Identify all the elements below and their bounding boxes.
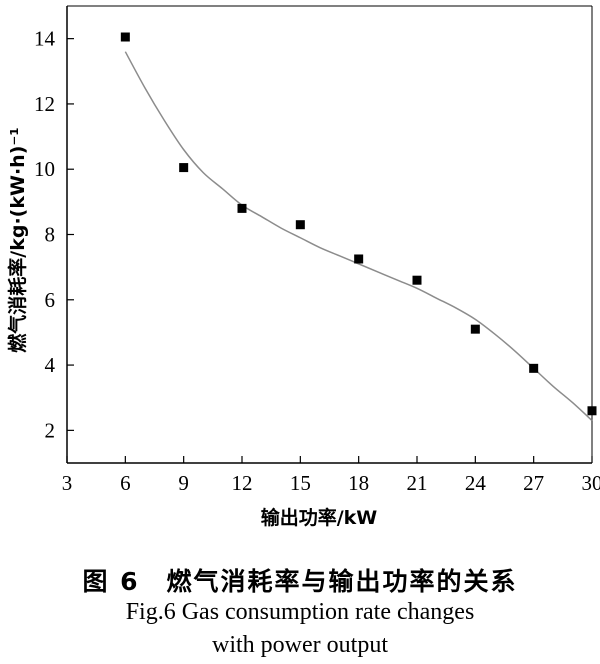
data-point	[237, 203, 247, 213]
figure-caption-english: Fig.6 Gas consumption rate changes with …	[60, 596, 540, 662]
data-point	[412, 275, 422, 285]
x-tick-label: 24	[465, 471, 487, 495]
x-tick-label: 12	[232, 471, 253, 495]
plot-frame	[66, 5, 593, 464]
figure-caption-chinese: 图 6 燃气消耗率与输出功率的关系	[82, 567, 518, 596]
y-tick-label: 2	[45, 418, 56, 442]
x-tick-label: 15	[290, 471, 311, 495]
caption-english-line-2: with power output	[212, 632, 388, 658]
y-axis-title: 燃气消耗率/kg·(kW·h)⁻¹	[6, 127, 29, 352]
x-axis-ticks: 3 6 9 12 15 18 21 24 27 30	[62, 456, 600, 495]
y-tick-label: 12	[34, 92, 55, 116]
x-tick-label: 27	[523, 471, 544, 495]
x-axis-title: 输出功率/kW	[261, 506, 378, 529]
y-tick-label: 10	[34, 157, 55, 181]
y-tick-label: 4	[45, 353, 56, 377]
y-tick-label: 8	[45, 223, 56, 247]
y-tick-label: 14	[34, 27, 56, 51]
x-tick-label: 30	[582, 471, 600, 495]
x-tick-label: 18	[348, 471, 369, 495]
data-point	[295, 220, 305, 230]
caption-english-line-1: Fig.6 Gas consumption rate changes	[125, 599, 475, 625]
data-point	[179, 163, 189, 173]
data-point	[470, 324, 480, 334]
y-axis-ticks: 2 4 6 8 10 12 14	[34, 27, 74, 442]
data-point	[120, 32, 130, 42]
y-tick-label: 6	[45, 288, 56, 312]
x-tick-label: 3	[62, 471, 73, 495]
x-tick-label: 21	[407, 471, 428, 495]
fitted-curve	[124, 51, 593, 422]
fitted-curve-layer	[124, 51, 593, 422]
x-tick-label: 6	[120, 471, 131, 495]
data-point	[354, 254, 364, 264]
data-point	[587, 406, 597, 416]
x-tick-label: 9	[178, 471, 189, 495]
data-point	[529, 363, 539, 373]
data-points-layer	[120, 32, 597, 416]
